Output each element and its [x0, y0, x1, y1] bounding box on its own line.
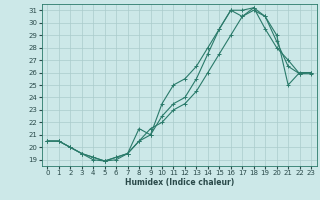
X-axis label: Humidex (Indice chaleur): Humidex (Indice chaleur)	[124, 178, 234, 187]
